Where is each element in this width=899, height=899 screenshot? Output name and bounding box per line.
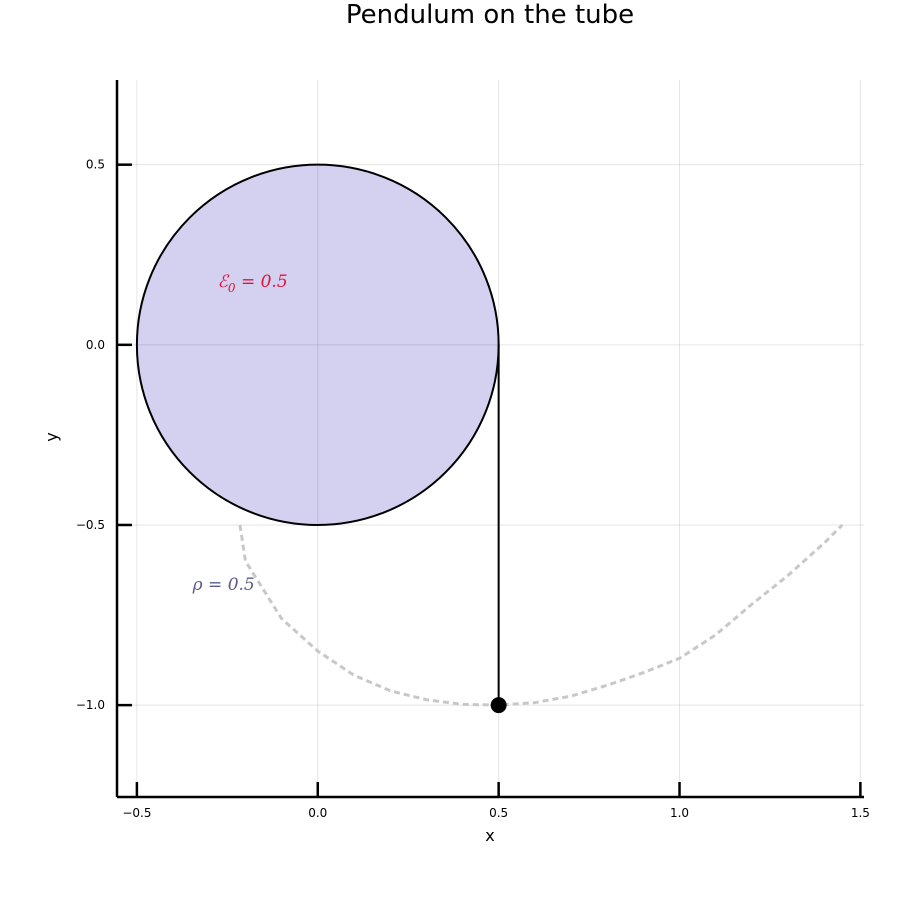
tick-labels: −0.5 0.0 0.5 1.0 1.5 −1.0 −0.5 0.0 0.5: [76, 158, 870, 820]
x-axis-label: x: [485, 826, 494, 845]
plot-area: ℰ0 = 0.5 ρ = 0.5: [135, 163, 844, 714]
x-tick-label: 1.0: [670, 806, 689, 820]
pendulum-bob: [490, 697, 507, 714]
x-tick-label: 1.5: [851, 806, 870, 820]
y-tick-label: 0.5: [86, 158, 105, 172]
x-tick-label: 0.5: [489, 806, 508, 820]
energy-annotation: ℰ0 = 0.5: [218, 272, 288, 295]
rho-annotation: ρ = 0.5: [192, 575, 255, 595]
trajectory-path: [238, 523, 844, 707]
y-axis-label: y: [42, 432, 61, 441]
axes: [115, 80, 864, 799]
x-tick-label: −0.5: [122, 806, 151, 820]
y-tick-label: 0.0: [86, 338, 105, 352]
x-tick-label: 0.0: [308, 806, 327, 820]
chart-title: Pendulum on the tube: [346, 0, 634, 30]
y-tick-label: −0.5: [76, 518, 105, 532]
y-tick-label: −1.0: [76, 698, 105, 712]
